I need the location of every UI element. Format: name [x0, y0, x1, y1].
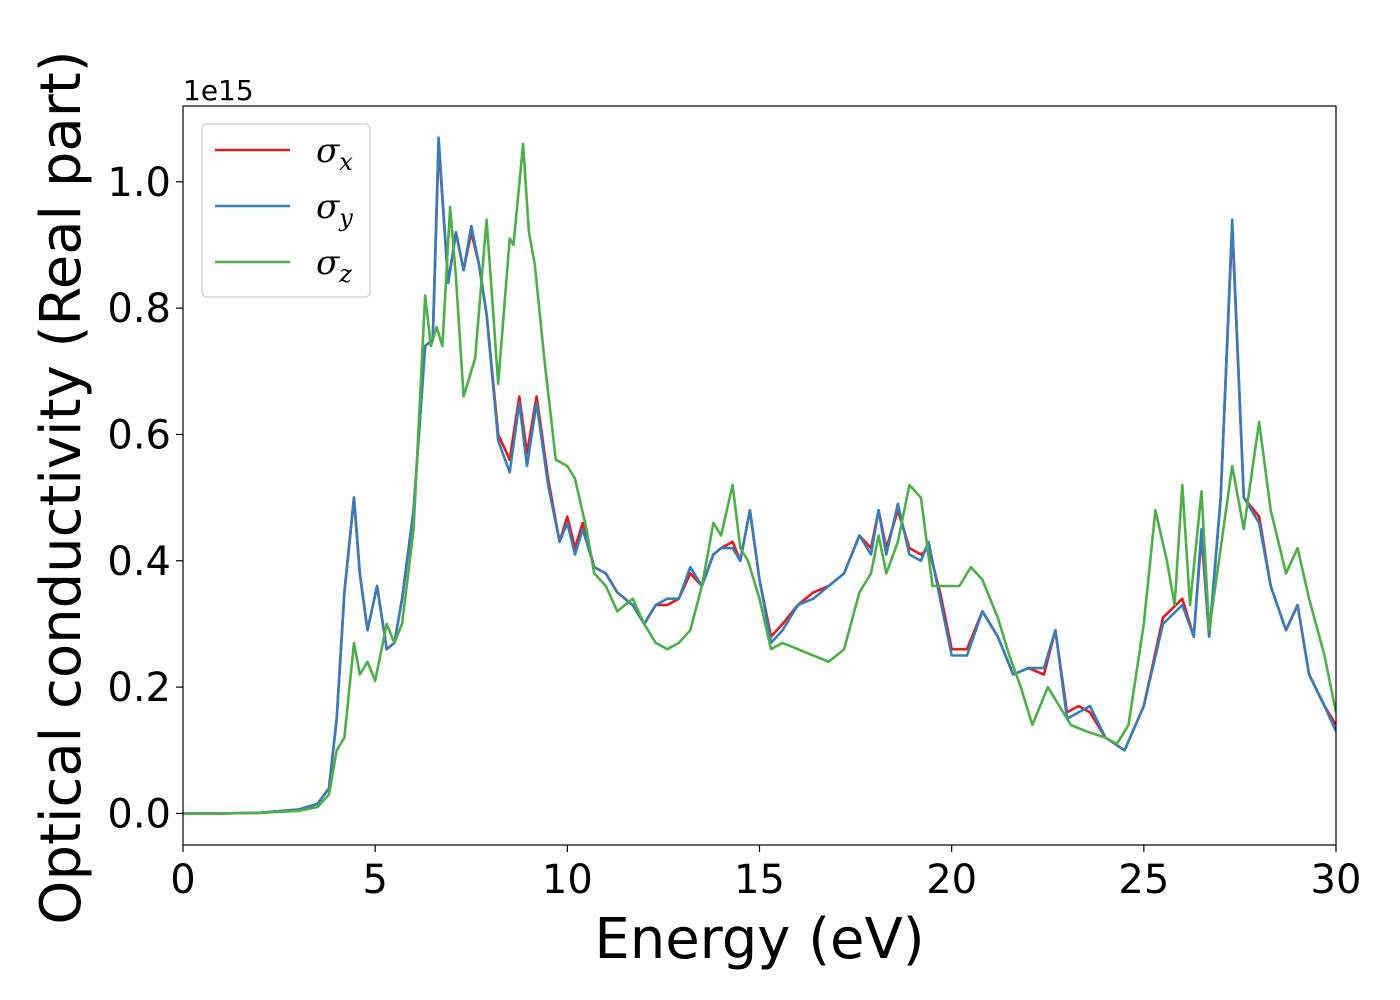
x-axis: 0 5 10 15 20 25 30 [170, 845, 1361, 903]
x-tick-label: 30 [1311, 857, 1362, 903]
legend-label-x: σx [316, 131, 353, 176]
legend-label-y: σy [316, 187, 353, 232]
y-tick-label: 0.6 [107, 412, 171, 458]
x-tick-label: 0 [170, 857, 195, 903]
x-tick-label: 20 [926, 857, 977, 903]
y-axis-label: Optical conductivity (Real part) [29, 50, 94, 924]
x-axis-label: Energy (eV) [594, 907, 924, 972]
y-tick-label: 0.8 [107, 286, 171, 332]
plot-lines [183, 136, 1336, 815]
legend-label-z: σz [316, 243, 352, 288]
legend: σx σy σz [201, 123, 371, 298]
x-tick-label: 15 [734, 857, 785, 903]
y-tick-label: 0.0 [107, 791, 171, 837]
y-offset-label: 1e15 [183, 74, 254, 107]
series-line-y [183, 136, 1336, 815]
x-tick-label: 10 [542, 857, 593, 903]
legend-box [201, 123, 371, 298]
y-axis: 0.0 0.2 0.4 0.6 0.8 1.0 [107, 160, 183, 837]
series-line-z [183, 142, 1336, 815]
x-tick-label: 5 [362, 857, 387, 903]
y-tick-label: 0.4 [107, 539, 171, 585]
x-tick-label: 25 [1118, 857, 1169, 903]
y-tick-label: 1.0 [107, 160, 171, 206]
y-tick-label: 0.2 [107, 665, 171, 711]
